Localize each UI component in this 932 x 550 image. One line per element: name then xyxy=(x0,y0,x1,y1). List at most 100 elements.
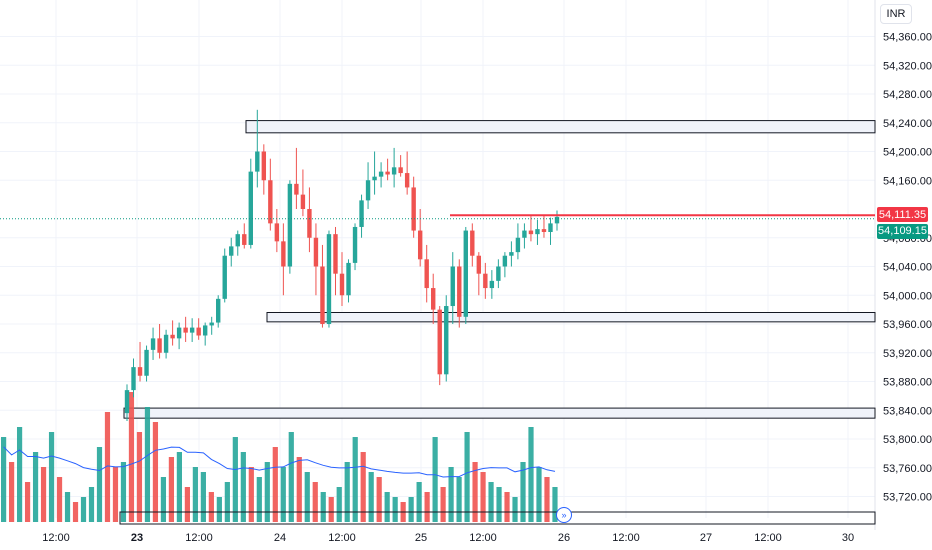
price-tick-label: 54,040.00 xyxy=(883,262,932,274)
volume-bar xyxy=(328,497,334,522)
volume-ma-line xyxy=(3,446,556,478)
price-tick-label: 54,160.00 xyxy=(883,175,932,187)
volume-bar xyxy=(256,477,262,522)
volume-bar xyxy=(456,477,462,522)
candle-body xyxy=(202,325,208,336)
candle-body xyxy=(476,255,482,274)
volume-bar xyxy=(184,487,190,522)
candle-body xyxy=(183,327,188,333)
candle-body xyxy=(483,273,488,289)
price-tick-label: 53,880.00 xyxy=(883,377,932,389)
volume-bar xyxy=(448,467,454,522)
candle-body xyxy=(431,288,436,310)
volume-bar xyxy=(104,412,111,522)
candle-body xyxy=(535,229,540,235)
candle-body xyxy=(496,266,501,281)
candle-body xyxy=(541,229,547,232)
volume-bar xyxy=(128,392,135,522)
volume-bar xyxy=(224,482,230,522)
volume-bar xyxy=(536,467,542,522)
candle-body xyxy=(248,171,253,245)
currency-selector-button[interactable]: INR xyxy=(880,4,912,24)
candle-body xyxy=(378,171,384,177)
volume-bar xyxy=(384,492,390,522)
price-tick-label: 54,200.00 xyxy=(883,147,932,159)
volume-bar xyxy=(248,467,254,522)
candle-body xyxy=(515,237,521,253)
volume-bar xyxy=(1,437,7,522)
candle-body xyxy=(489,280,495,289)
candle-body xyxy=(255,151,260,172)
price-reference-lines xyxy=(0,214,875,220)
volume-bar xyxy=(552,487,558,522)
session-range-box xyxy=(119,511,876,525)
volume-bar xyxy=(192,467,198,522)
price-axis: 54,360.00 54,320.00 54,280.00 54,240.00 54,2… xyxy=(883,32,932,504)
volume-bar xyxy=(344,462,350,522)
time-tick-label: 12:00 xyxy=(754,532,782,544)
candle-body xyxy=(157,338,162,353)
reference-price-label: 54,111.35 xyxy=(877,207,928,223)
volume-bar xyxy=(264,462,270,522)
candle-body xyxy=(170,334,175,339)
candle-body xyxy=(346,262,351,296)
time-tick-label: 26 xyxy=(558,532,570,544)
price-tick-label: 53,840.00 xyxy=(883,405,932,417)
candle-body xyxy=(411,187,416,231)
volume-bar xyxy=(392,497,398,522)
volume-bar xyxy=(472,462,478,522)
time-tick-label: 30 xyxy=(842,532,854,544)
candle-body xyxy=(196,327,201,336)
candle-body xyxy=(300,194,306,209)
volume-bar xyxy=(296,457,302,522)
volume-bar xyxy=(40,467,47,522)
candle-body xyxy=(124,390,130,414)
volume-bar xyxy=(32,452,39,522)
candle-body xyxy=(359,200,364,227)
last-price-label: 54,109.15 xyxy=(877,223,928,239)
candle-body xyxy=(385,171,390,175)
candle-body xyxy=(287,183,293,267)
volume-bar xyxy=(520,462,526,522)
candle-body xyxy=(144,349,149,376)
price-tick-label: 54,360.00 xyxy=(883,32,932,44)
volume-bar xyxy=(152,422,159,522)
candle-body xyxy=(189,327,195,333)
volume-bar xyxy=(96,447,103,522)
candle-body xyxy=(372,176,377,181)
time-tick-label: 12:00 xyxy=(612,532,640,544)
scroll-to-realtime-icon[interactable]: » xyxy=(556,507,572,523)
volume-bar xyxy=(496,487,502,522)
volume-bar xyxy=(48,432,55,522)
volume-bar xyxy=(120,462,127,522)
candle-body xyxy=(216,298,221,323)
volume-bar xyxy=(368,472,374,522)
candle-body xyxy=(352,226,358,263)
candle-body xyxy=(137,367,143,376)
time-tick-label: 12:00 xyxy=(328,532,356,544)
volume-bar xyxy=(544,477,550,522)
price-tick-label: 54,240.00 xyxy=(883,118,932,130)
candle-body xyxy=(424,259,429,289)
candle-body xyxy=(437,309,442,375)
volume-bar xyxy=(240,452,246,522)
time-tick-label: 12:00 xyxy=(469,532,497,544)
candle-body xyxy=(131,367,136,391)
volume-bar xyxy=(424,492,430,522)
volume-bar xyxy=(168,457,175,522)
price-tick-label: 53,760.00 xyxy=(883,463,932,475)
volume-bar xyxy=(528,427,534,522)
time-tick-label: 12:00 xyxy=(185,532,213,544)
candle-body xyxy=(398,167,403,174)
price-tick-label: 53,800.00 xyxy=(883,434,932,446)
volume-bar xyxy=(56,477,63,522)
candle-body xyxy=(509,252,514,256)
volume-bar xyxy=(80,497,87,522)
candle-body xyxy=(281,241,286,267)
price-tick-label: 54,320.00 xyxy=(883,60,932,72)
price-tick-label: 54,000.00 xyxy=(883,290,932,302)
candle-body xyxy=(339,273,345,296)
price-tick-label: 53,720.00 xyxy=(883,492,932,504)
volume-bar xyxy=(8,462,15,522)
